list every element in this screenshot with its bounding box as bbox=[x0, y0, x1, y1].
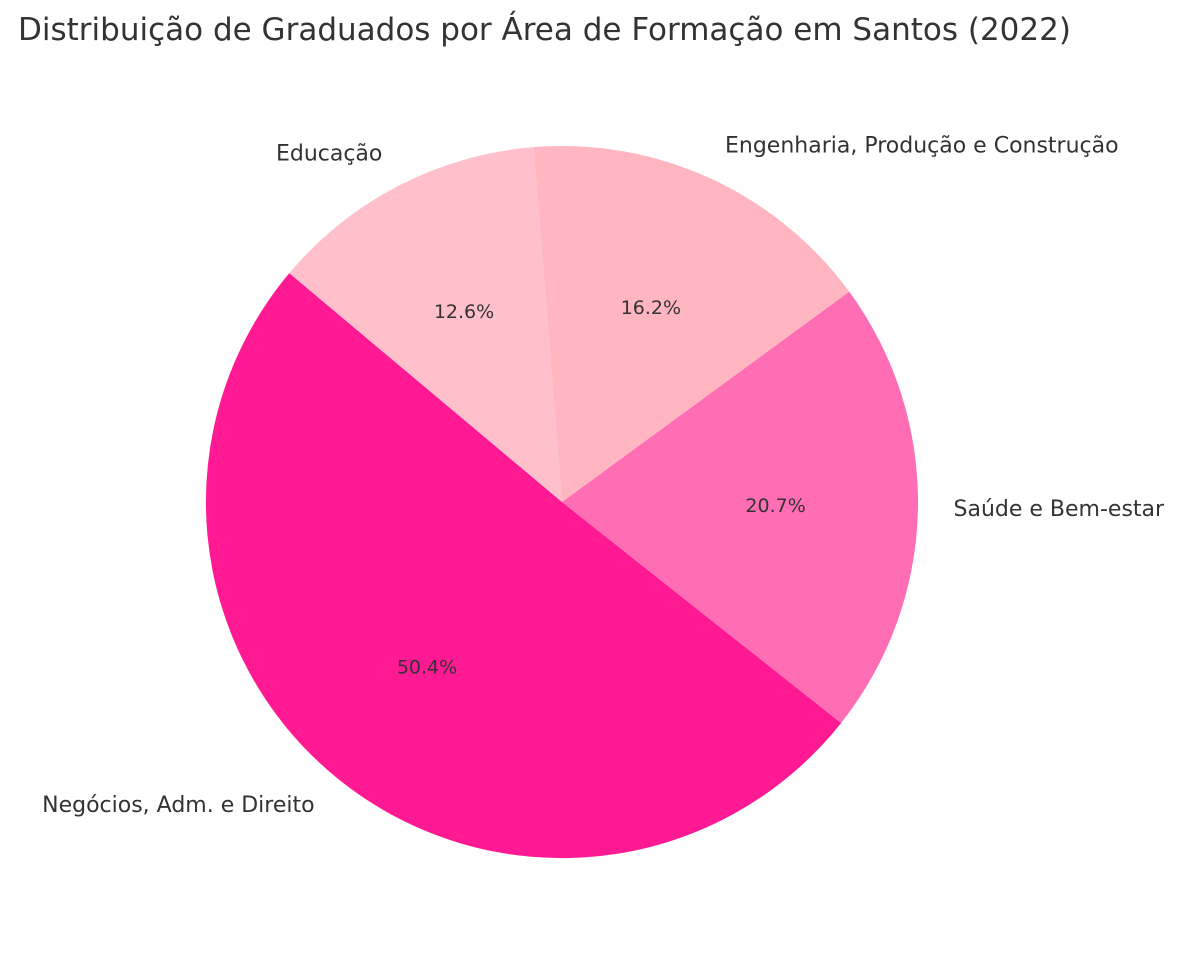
pct-label-saude-e-bem-estar: 20.7% bbox=[745, 495, 805, 517]
pct-label-engenharia-producao-e-construcao: 16.2% bbox=[621, 297, 681, 319]
pct-label-negocios-adm-e-direito: 50.4% bbox=[397, 657, 457, 679]
pie-slice-saude-e-bem-estar bbox=[562, 291, 919, 724]
slice-label-engenharia-producao-e-construcao: Engenharia, Produção e Construção bbox=[725, 133, 1119, 158]
slice-label-negocios-adm-e-direito: Negócios, Adm. e Direito bbox=[42, 793, 314, 818]
pct-label-educacao: 12.6% bbox=[434, 301, 494, 323]
slice-label-saude-e-bem-estar: Saúde e Bem-estar bbox=[954, 497, 1166, 522]
pie-slice-negocios-adm-e-direito bbox=[205, 273, 842, 859]
pie-slice-engenharia-producao-e-construcao bbox=[533, 145, 850, 502]
pie-slice-educacao bbox=[289, 147, 562, 502]
chart-title: Distribuição de Graduados por Área de Fo… bbox=[18, 12, 1071, 48]
slice-label-educacao: Educação bbox=[276, 142, 382, 167]
